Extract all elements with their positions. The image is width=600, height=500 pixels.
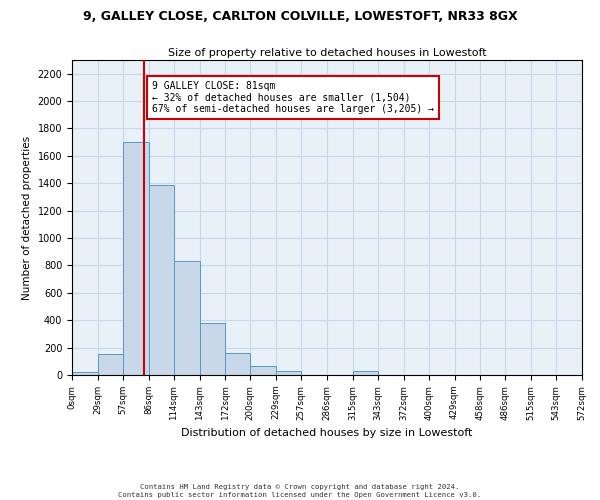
Bar (123, 142, 149, 375)
Bar (72, 372, 98, 375)
Text: Contains HM Land Registry data © Crown copyright and database right 2024.
Contai: Contains HM Land Registry data © Crown c… (118, 484, 482, 498)
Y-axis label: Number of detached properties: Number of detached properties (22, 136, 32, 300)
Bar (276, 371, 301, 375)
Bar (199, 323, 226, 375)
Title: Size of property relative to detached houses in Lowestoft: Size of property relative to detached ho… (167, 48, 487, 58)
Text: 9, GALLEY CLOSE, CARLTON COLVILLE, LOWESTOFT, NR33 8GX: 9, GALLEY CLOSE, CARLTON COLVILLE, LOWES… (83, 10, 517, 23)
X-axis label: Distribution of detached houses by size in Lowestoft: Distribution of detached houses by size … (181, 428, 473, 438)
Text: 9 GALLEY CLOSE: 81sqm
← 32% of detached houses are smaller (1,504)
67% of semi-d: 9 GALLEY CLOSE: 81sqm ← 32% of detached … (152, 80, 434, 114)
Bar (173, 262, 199, 375)
Bar (149, 184, 173, 375)
Bar (226, 353, 250, 375)
Bar (353, 371, 378, 375)
Bar (250, 366, 276, 375)
Bar (98, 354, 123, 375)
